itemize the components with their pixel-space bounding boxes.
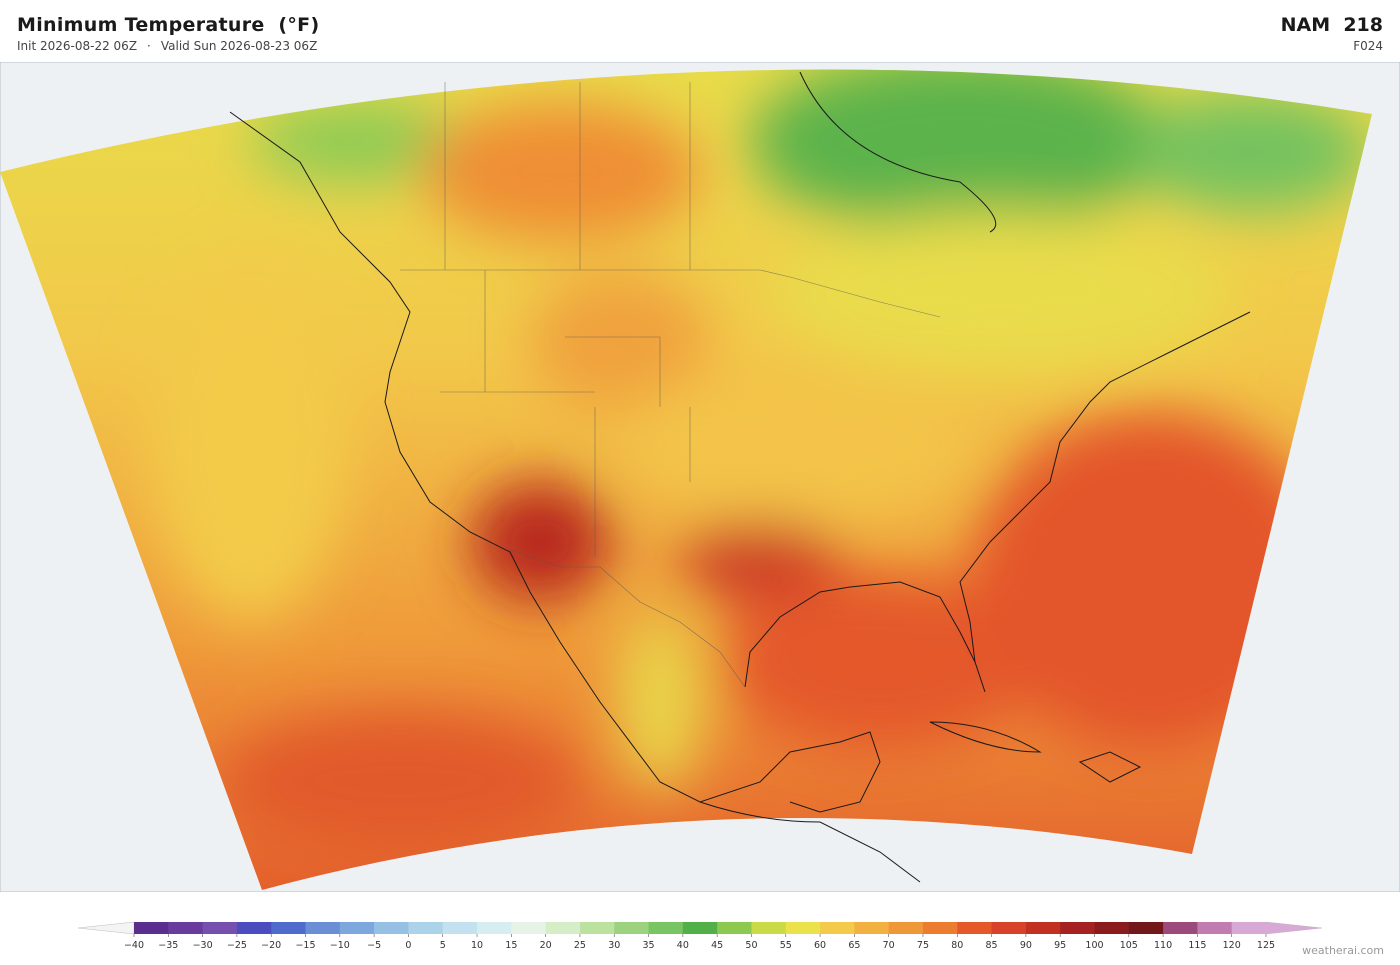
colorbar: −40 −35 −30 −25 −20 −15 −10 −5 0 5 10 15 20 25 30 35 40 4… (77, 921, 1323, 951)
colorbar-tick-label: 95 (1054, 940, 1066, 951)
colorbar-segment (1128, 922, 1164, 934)
colorbar-segment (888, 922, 924, 934)
colorbar-tick-label: 105 (1120, 940, 1138, 951)
subtitle: Init 2026-08-22 06Z · Valid Sun 2026-08-23… (17, 39, 327, 53)
colorbar-under (77, 921, 135, 935)
colorbar-tick-label: 40 (677, 940, 689, 951)
colorbar-segment (374, 922, 409, 934)
colorbar-segment (168, 922, 204, 934)
colorbar-segment (339, 922, 375, 934)
colorbar-segment (236, 922, 272, 934)
colorbar-tick-label: −30 (193, 940, 213, 951)
colorbar-tick-label: −5 (367, 940, 381, 951)
colorbar-tick-label: 60 (814, 940, 826, 951)
colorbar-tick-label: 35 (642, 940, 654, 951)
init-time: Init 2026-08-22 06Z (17, 39, 138, 53)
colorbar-segment (408, 922, 444, 934)
colorbar-tick-label: 55 (780, 940, 792, 951)
colorbar-tick-label: −35 (158, 940, 178, 951)
colorbar-tick-label: 50 (745, 940, 757, 951)
model-name: NAM 218 (1280, 14, 1383, 36)
separator: · (147, 39, 151, 53)
credit: weatherai.com (1302, 944, 1384, 957)
colorbar-over (1265, 921, 1323, 935)
colorbar-tick-label: 115 (1188, 940, 1206, 951)
colorbar-tick-label: 25 (574, 940, 586, 951)
colorbar-segment (477, 922, 512, 934)
colorbar-segment (820, 922, 855, 934)
colorbar-tick-label: −40 (124, 940, 144, 951)
colorbar-tick-label: 110 (1154, 940, 1172, 951)
colorbar-tick-label: 90 (1020, 940, 1032, 951)
colorbar-segment (785, 922, 821, 934)
temperature-field (0, 69, 1372, 890)
valid-time: Valid Sun 2026-08-23 06Z (160, 39, 318, 53)
colorbar-segment (854, 922, 890, 934)
colorbar-tick-label: 100 (1085, 940, 1103, 951)
forecast-hour: F024 (1353, 39, 1383, 53)
colorbar-tick-label: 30 (608, 940, 620, 951)
colorbar-segment (442, 922, 478, 934)
colorbar-tick-label: 20 (540, 940, 552, 951)
colorbar-segment (957, 922, 992, 934)
colorbar-tick-label: −25 (227, 940, 247, 951)
colorbar-segment (1197, 922, 1233, 934)
colorbar-segment (1163, 922, 1198, 934)
colorbar-segment (545, 922, 581, 934)
colorbar-tick-label: 70 (883, 940, 895, 951)
colorbar-segment (511, 922, 547, 934)
colorbar-segment (682, 922, 718, 934)
colorbar-tick-label: 120 (1223, 940, 1241, 951)
colorbar-tick-label: −15 (295, 940, 315, 951)
map (0, 62, 1400, 892)
colorbar-segment (648, 922, 684, 934)
colorbar-segment (614, 922, 649, 934)
colorbar-segment (134, 922, 169, 934)
title: Minimum Temperature (°F) (17, 14, 320, 36)
colorbar-tick-label: 0 (405, 940, 411, 951)
colorbar-segment (1094, 922, 1130, 934)
colorbar-segment (991, 922, 1027, 934)
coastlines (229, 71, 1251, 883)
colorbar-segment (1231, 922, 1267, 934)
colorbar-tick-label: −20 (261, 940, 281, 951)
colorbar-segment (1060, 922, 1095, 934)
colorbar-segment (579, 922, 615, 934)
colorbar-tick-label: 80 (951, 940, 963, 951)
colorbar-segment (922, 922, 958, 934)
colorbar-segment (271, 922, 306, 934)
borders (400, 82, 941, 688)
colorbar-tick-label: 45 (711, 940, 723, 951)
colorbar-segment (305, 922, 341, 934)
header: Minimum Temperature (°F) Init 2026-08-22… (17, 14, 327, 53)
colorbar-segment (202, 922, 238, 934)
colorbar-tick-label: 125 (1257, 940, 1275, 951)
colorbar-segment (751, 922, 787, 934)
colorbar-segment (1025, 922, 1061, 934)
colorbar-tick-label: 15 (505, 940, 517, 951)
colorbar-tick-label: 85 (986, 940, 998, 951)
colorbar-tick-label: 10 (471, 940, 483, 951)
colorbar-tick-label: 65 (848, 940, 860, 951)
colorbar-tick-label: 5 (440, 940, 446, 951)
model-info: NAM 218 F024 (1281, 14, 1383, 53)
colorbar-tick-label: −10 (330, 940, 350, 951)
colorbar-segment (717, 922, 752, 934)
colorbar-tick-label: 75 (917, 940, 929, 951)
